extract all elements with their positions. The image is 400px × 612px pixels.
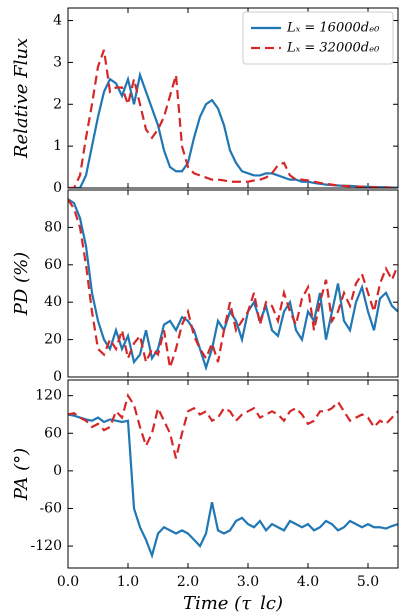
- y-tick-label: 1: [53, 138, 62, 154]
- y-axis-label: PA (°): [11, 448, 32, 501]
- y-tick-label: 2: [53, 96, 62, 112]
- y-tick-label: -120: [31, 538, 62, 554]
- y-tick-label: 60: [44, 425, 62, 441]
- legend-label: Lₓ = 32000dₑ₀: [286, 41, 380, 56]
- y-tick-label: -60: [39, 500, 62, 516]
- x-tick-label: 3.0: [237, 574, 259, 590]
- plot-frame: [67, 379, 399, 569]
- x-tick-label: 4.0: [297, 574, 319, 590]
- series-line: [68, 49, 398, 188]
- x-tick-label: 2.0: [177, 574, 199, 590]
- legend-label: Lₓ = 16000dₑ₀: [286, 21, 380, 36]
- series-line: [68, 70, 398, 188]
- y-axis-label: PD (%): [11, 252, 32, 316]
- y-tick-label: 0: [53, 463, 62, 479]
- plot-frame: [67, 189, 399, 378]
- series-line: [68, 413, 398, 559]
- y-tick-label: 0: [53, 180, 62, 196]
- series-line: [68, 392, 398, 459]
- y-tick-label: 120: [35, 388, 62, 404]
- plot-frame: [67, 7, 399, 189]
- y-tick-label: 4: [53, 13, 62, 29]
- y-tick-label: 3: [53, 54, 62, 70]
- y-tick-label: 20: [44, 332, 62, 348]
- y-tick-label: 80: [44, 219, 62, 235]
- y-tick-label: 0: [53, 369, 62, 385]
- x-axis-label: Time (τ_lc): [183, 593, 283, 612]
- x-tick-label: 5.0: [357, 574, 379, 590]
- x-tick-label: 1.0: [117, 574, 139, 590]
- y-tick-label: 40: [44, 294, 62, 310]
- series-line: [68, 198, 398, 372]
- x-tick-label: 0.0: [57, 574, 79, 590]
- y-tick-label: 60: [44, 257, 62, 273]
- legend-box: [242, 11, 394, 65]
- y-axis-label: Relative Flux: [11, 38, 32, 159]
- series-line: [68, 198, 398, 368]
